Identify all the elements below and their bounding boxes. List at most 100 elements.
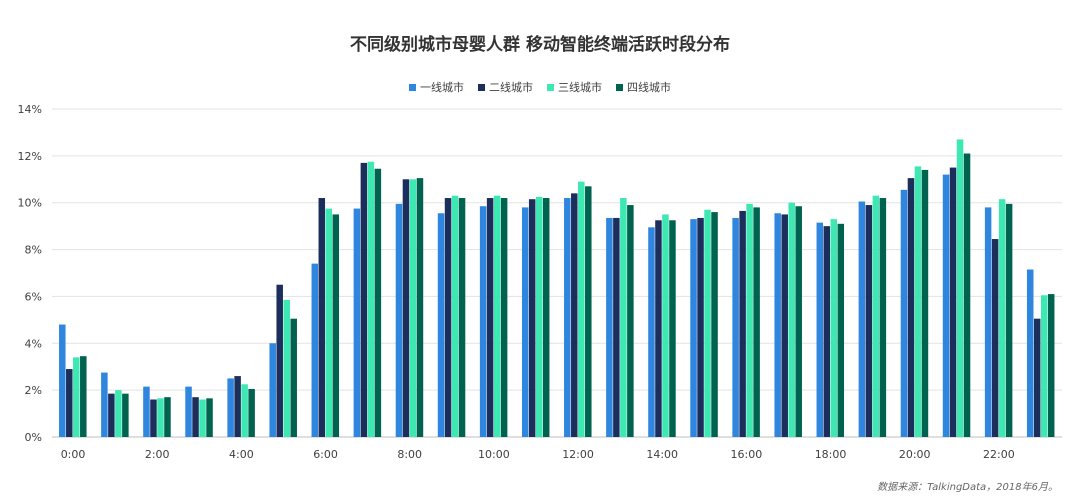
- bar: [325, 208, 333, 437]
- x-tick-label: 8:00: [397, 448, 422, 461]
- bar: [395, 203, 403, 437]
- bar: [157, 398, 164, 437]
- bar: [542, 198, 550, 437]
- bar: [963, 153, 971, 437]
- bar: [585, 186, 592, 437]
- bar: [704, 209, 711, 437]
- y-tick-label: 12%: [18, 150, 42, 163]
- x-tick-label: 4:00: [229, 448, 254, 461]
- bar: [80, 356, 87, 437]
- bar: [360, 162, 368, 437]
- bar: [774, 213, 781, 437]
- bar: [662, 214, 669, 437]
- bar: [627, 205, 634, 437]
- legend-swatch: [478, 83, 485, 91]
- bar: [669, 220, 676, 437]
- bar: [241, 384, 248, 437]
- bar: [409, 179, 417, 438]
- bar: [921, 169, 929, 437]
- bar: [578, 181, 585, 437]
- bar: [571, 193, 578, 437]
- y-tick-label: 14%: [18, 103, 42, 116]
- bar: [311, 263, 319, 437]
- bar: [535, 196, 543, 437]
- bar: [192, 397, 199, 437]
- bar: [564, 198, 571, 437]
- bar: [479, 206, 487, 437]
- bar: [283, 299, 290, 437]
- bar: [732, 217, 739, 437]
- legend-swatch: [616, 83, 623, 91]
- bar: [907, 178, 915, 437]
- chart-legend: 一线城市 二线城市 三线城市 四线城市: [0, 79, 1080, 95]
- bar: [830, 219, 838, 437]
- bar: [500, 198, 508, 437]
- bar: [613, 217, 620, 437]
- x-tick-label: 16:00: [731, 448, 763, 461]
- x-tick-label: 18:00: [815, 448, 847, 461]
- bar: [655, 220, 662, 437]
- bar: [914, 166, 922, 437]
- x-tick-label: 14:00: [646, 448, 678, 461]
- bar: [956, 139, 964, 437]
- x-tick-label: 12:00: [562, 448, 594, 461]
- bar: [59, 324, 66, 437]
- x-tick-label: 2:00: [145, 448, 170, 461]
- bar: [122, 393, 129, 437]
- bar: [234, 376, 241, 437]
- bar: [788, 202, 795, 437]
- legend-label: 一线城市: [420, 81, 464, 94]
- bar: [900, 189, 908, 437]
- bar: [164, 397, 171, 437]
- bar: [528, 199, 536, 437]
- bar: [150, 399, 157, 437]
- legend-item: 一线城市: [409, 79, 464, 95]
- source-note: 数据来源：TalkingData，2018年6月。: [877, 482, 1058, 493]
- bar: [444, 198, 452, 437]
- bar: [66, 369, 73, 437]
- bar: [248, 388, 255, 437]
- bar: [1005, 203, 1013, 437]
- legend-swatch: [409, 83, 416, 91]
- legend-label: 三线城市: [558, 81, 602, 94]
- bar: [648, 227, 655, 437]
- bar: [984, 207, 992, 437]
- bar: [753, 207, 760, 437]
- legend-item: 四线城市: [616, 79, 671, 95]
- bar: [1040, 295, 1048, 437]
- legend-label: 二线城市: [489, 81, 533, 94]
- bar: [1033, 318, 1041, 437]
- bar: [437, 213, 445, 437]
- bar: [872, 195, 880, 437]
- chart-title: 不同级别城市母婴人群 移动智能终端活跃时段分布: [350, 35, 730, 55]
- bar: [73, 357, 80, 437]
- bar: [620, 198, 627, 437]
- bar: [879, 198, 887, 437]
- bar: [697, 217, 704, 437]
- bar: [739, 210, 746, 437]
- bar: [402, 179, 410, 438]
- bar: [185, 386, 192, 437]
- bar: [795, 206, 802, 437]
- bar: [493, 195, 501, 437]
- bar: [998, 199, 1006, 437]
- bar: [816, 222, 824, 437]
- bar: [823, 226, 831, 437]
- y-tick-label: 6%: [25, 290, 42, 303]
- bar: [374, 168, 382, 437]
- bar: [318, 198, 326, 437]
- x-tick-label: 0:00: [61, 448, 86, 461]
- y-tick-label: 2%: [25, 384, 42, 397]
- bar: [276, 284, 283, 437]
- x-tick-label: 22:00: [983, 448, 1015, 461]
- bar: [290, 318, 297, 437]
- bar: [143, 386, 150, 437]
- legend-item: 二线城市: [478, 79, 533, 95]
- bar: [206, 398, 213, 437]
- bar: [865, 205, 873, 437]
- bar: [711, 212, 718, 437]
- legend-swatch: [547, 83, 554, 91]
- bar: [108, 393, 115, 437]
- bar: [991, 239, 999, 437]
